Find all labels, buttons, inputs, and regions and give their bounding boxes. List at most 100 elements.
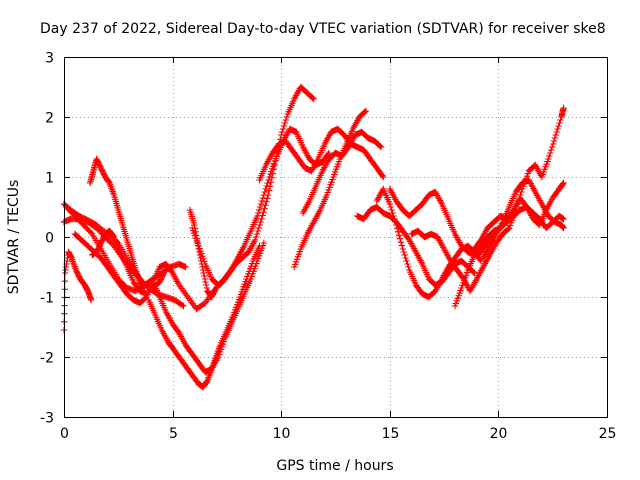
y-tick-label: -1	[40, 291, 54, 307]
data-point	[391, 215, 398, 223]
data-point	[259, 194, 267, 202]
x-tick-label: 10	[273, 426, 291, 442]
data-point	[393, 221, 400, 229]
data-point	[517, 191, 524, 199]
data-point	[399, 245, 407, 253]
data-point	[257, 218, 264, 226]
data-point	[402, 254, 409, 262]
data-point	[143, 290, 150, 298]
chart-title: Day 237 of 2022, Sidereal Day-to-day VTE…	[40, 21, 606, 37]
data-point	[260, 191, 268, 199]
data-point	[254, 227, 262, 235]
data-point	[516, 194, 523, 202]
data-point	[202, 278, 209, 286]
data-point	[264, 179, 271, 187]
data-point	[518, 188, 525, 196]
data-point	[255, 206, 263, 214]
data-point	[389, 209, 396, 217]
data-point	[110, 232, 117, 240]
data-point	[514, 200, 521, 208]
data-point	[254, 212, 261, 220]
data-point	[400, 248, 407, 256]
data-point	[283, 113, 290, 121]
data-point	[282, 116, 290, 124]
y-axis-label: SDTVAR / TECUs	[6, 180, 22, 295]
series-track-18	[408, 224, 513, 295]
y-tick-label: 2	[45, 111, 54, 127]
x-tick-label: 20	[490, 426, 508, 442]
data-point	[505, 225, 512, 233]
data-point	[199, 263, 206, 271]
series-track-6	[86, 155, 148, 292]
data-point	[262, 202, 269, 209]
data-point	[87, 296, 95, 304]
data-point	[263, 182, 270, 190]
data-point	[470, 268, 477, 276]
data-point	[255, 224, 263, 232]
data-point	[386, 200, 393, 208]
data-point	[392, 218, 399, 226]
y-tick-label: -3	[40, 411, 54, 427]
data-point	[180, 302, 187, 310]
data-point	[545, 155, 552, 163]
data-point	[552, 131, 560, 139]
y-tick-label: -2	[40, 351, 54, 367]
x-axis-label: GPS time / hours	[276, 458, 393, 474]
data-point	[397, 238, 405, 246]
data-point	[280, 122, 288, 130]
data-point	[379, 172, 386, 179]
data-point	[560, 215, 567, 223]
data-point	[252, 233, 260, 241]
data-point	[265, 187, 273, 194]
data-point	[404, 260, 411, 268]
data-point	[513, 203, 520, 211]
data-point	[515, 197, 522, 205]
data-point	[396, 235, 404, 242]
data-point	[547, 146, 555, 154]
data-point	[179, 301, 186, 309]
data-point	[394, 225, 401, 232]
data-point	[261, 205, 268, 212]
x-tick-label: 0	[60, 426, 69, 442]
data-point	[547, 149, 554, 157]
data-point	[279, 125, 287, 133]
data-point	[380, 173, 387, 181]
data-point	[255, 209, 262, 217]
data-point	[257, 200, 265, 208]
data-point	[376, 142, 384, 150]
series-track-1	[60, 248, 95, 334]
data-point	[262, 185, 269, 193]
data-point	[471, 269, 478, 277]
series-track-22	[506, 104, 567, 232]
axis-ticks	[64, 57, 608, 418]
data-point	[201, 275, 209, 283]
data-point	[266, 173, 273, 181]
data-point	[256, 203, 264, 211]
data-point	[278, 128, 286, 136]
data-point	[258, 215, 265, 223]
data-point	[202, 281, 210, 289]
y-tick-labels: -3 -2 -1 0 1 2 3	[40, 51, 54, 427]
data-point	[87, 229, 95, 236]
y-tick-label: 1	[45, 171, 54, 187]
data-point	[405, 263, 412, 271]
data-point	[361, 108, 369, 116]
series-track-7	[89, 227, 150, 298]
data-point	[560, 104, 567, 112]
data-point	[251, 236, 259, 244]
data-point	[203, 284, 210, 292]
series-track-11	[188, 125, 333, 289]
x-tick-label: 25	[599, 426, 617, 442]
data-point	[556, 119, 563, 127]
data-point	[258, 197, 266, 205]
data-point	[550, 137, 558, 145]
data-point	[265, 176, 272, 184]
series-track-12	[256, 125, 387, 184]
data-point	[263, 198, 270, 206]
y-tick-label: 3	[45, 51, 54, 67]
data-point	[309, 94, 317, 102]
data-point	[388, 206, 395, 214]
data-point	[201, 272, 208, 280]
data-point	[553, 128, 560, 136]
